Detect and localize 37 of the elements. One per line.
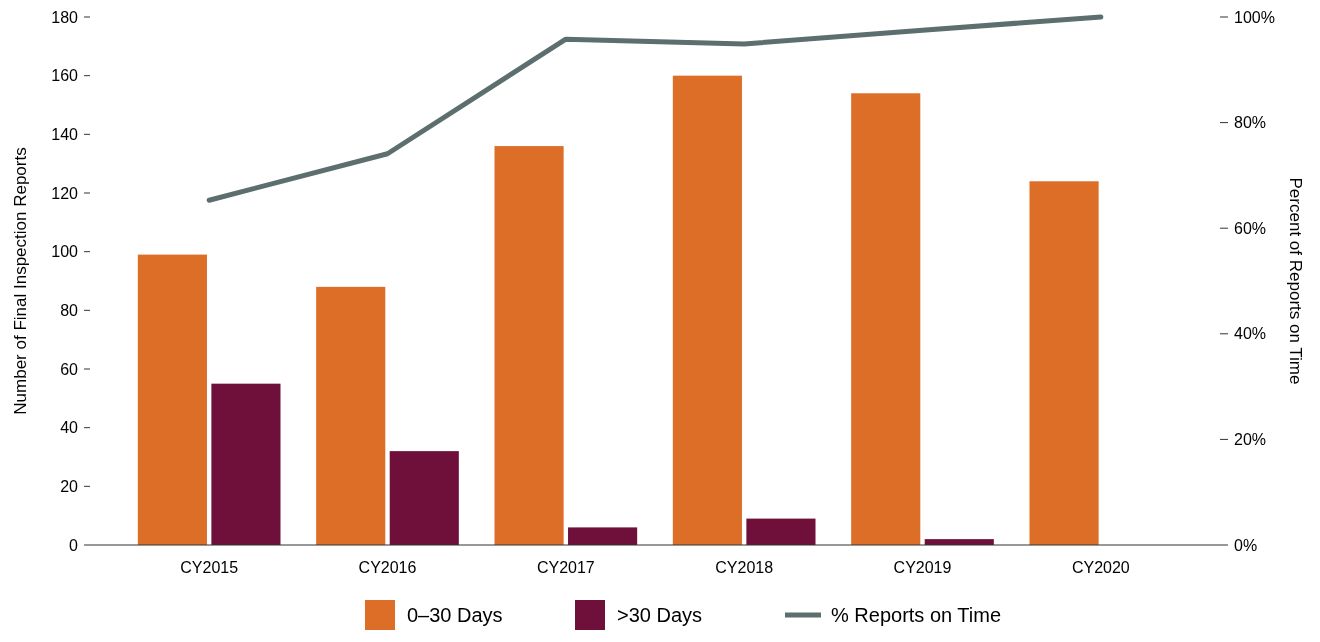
y2-tick-label: 60% xyxy=(1234,219,1267,237)
x-tick-label: CY2017 xyxy=(536,559,595,576)
bar xyxy=(494,146,564,545)
y-tick-label: 0 xyxy=(69,536,79,554)
bar xyxy=(746,518,816,545)
bar xyxy=(316,286,386,545)
y-tick-label: 120 xyxy=(51,184,79,202)
bar xyxy=(568,527,638,545)
y-tick-label: 180 xyxy=(51,8,79,26)
legend-label: 0–30 Days xyxy=(407,604,503,626)
y-tick-label: 160 xyxy=(51,67,79,85)
legend-label: >30 Days xyxy=(617,604,703,626)
y-tick-label: 100 xyxy=(51,243,79,261)
y2-tick-label: 0% xyxy=(1234,536,1258,554)
bar xyxy=(672,75,742,545)
y-axis-title: Number of Final Inspection Reports xyxy=(11,147,30,415)
y-tick-label: 80 xyxy=(60,301,79,319)
x-tick-label: CY2020 xyxy=(1071,559,1130,576)
x-tick-label: CY2018 xyxy=(715,559,774,576)
bar xyxy=(851,93,921,545)
y-tick-label: 40 xyxy=(60,419,79,437)
y2-tick-label: 40% xyxy=(1234,325,1267,343)
legend-label: % Reports on Time xyxy=(831,604,1002,626)
x-tick-label: CY2016 xyxy=(358,559,417,576)
bar xyxy=(1029,181,1099,545)
y2-tick-label: 100% xyxy=(1234,8,1275,26)
y2-tick-label: 80% xyxy=(1234,114,1267,132)
y2-axis-title: Percent of Reports on Time xyxy=(1286,177,1305,385)
x-tick-label: CY2015 xyxy=(180,559,239,576)
bar xyxy=(137,254,207,545)
y-tick-label: 60 xyxy=(60,360,79,378)
x-tick-label: CY2019 xyxy=(893,559,952,576)
y2-tick-label: 20% xyxy=(1234,431,1267,448)
y-tick-label: 140 xyxy=(51,125,79,143)
bar xyxy=(211,383,281,545)
y-tick-label: 20 xyxy=(60,477,79,495)
bar xyxy=(389,451,459,545)
